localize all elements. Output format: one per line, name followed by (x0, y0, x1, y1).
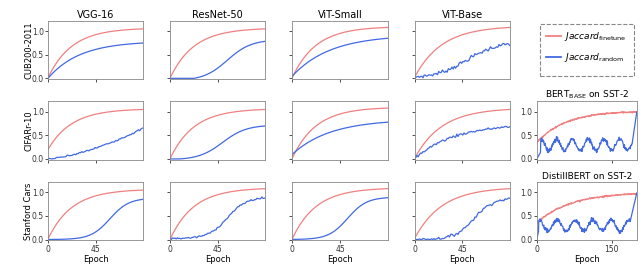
Title: ResNet-50: ResNet-50 (193, 10, 243, 20)
Title: ViT-Small: ViT-Small (317, 10, 362, 20)
X-axis label: Epoch: Epoch (449, 255, 475, 264)
X-axis label: Epoch: Epoch (327, 255, 353, 264)
X-axis label: Epoch: Epoch (83, 255, 109, 264)
Y-axis label: Stanford Cars: Stanford Cars (24, 183, 33, 240)
X-axis label: Epoch: Epoch (574, 255, 600, 264)
Text: $\mathit{Jaccard}_{\mathrm{finetune}}$: $\mathit{Jaccard}_{\mathrm{finetune}}$ (564, 29, 627, 43)
Y-axis label: CIFARr-10: CIFARr-10 (24, 110, 33, 151)
Title: DistillBERT on SST-2: DistillBERT on SST-2 (541, 172, 632, 181)
Text: $\mathit{Jaccard}_{\mathrm{random}}$: $\mathit{Jaccard}_{\mathrm{random}}$ (564, 51, 625, 64)
Title: VGG-16: VGG-16 (77, 10, 115, 20)
Title: ViT-Base: ViT-Base (442, 10, 483, 20)
Title: BERT$_{\mathrm{BASE}}$ on SST-2: BERT$_{\mathrm{BASE}}$ on SST-2 (545, 89, 629, 101)
X-axis label: Epoch: Epoch (205, 255, 230, 264)
Y-axis label: CUB200-2011: CUB200-2011 (24, 21, 33, 79)
